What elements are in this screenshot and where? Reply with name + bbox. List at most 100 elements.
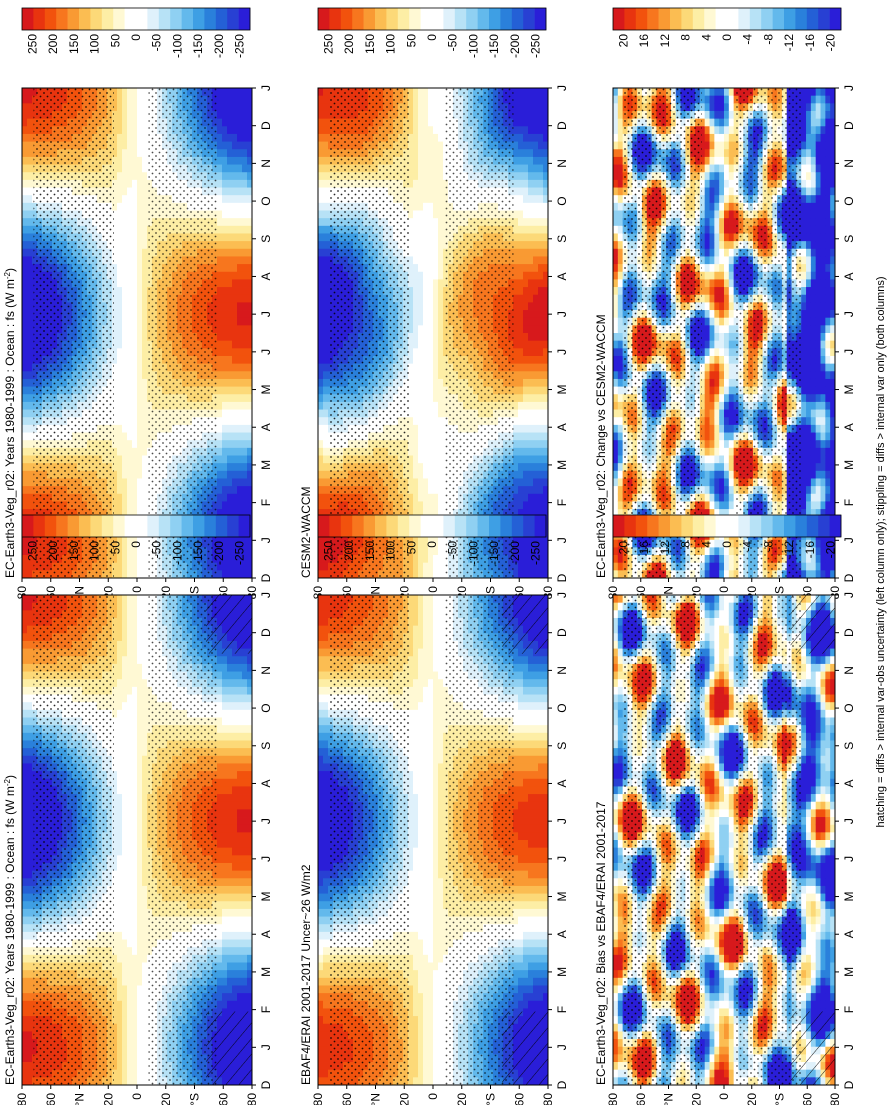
heatmap-cell	[247, 355, 253, 365]
heatmap-cell	[242, 95, 248, 104]
heatmap-cell	[323, 195, 329, 204]
colorbar-label: 150	[67, 34, 81, 54]
heatmap-cell	[418, 562, 424, 571]
heatmap-cell	[232, 455, 238, 464]
heatmap-cell	[418, 409, 424, 418]
heatmap-cell	[438, 264, 444, 273]
heatmap-cell	[132, 355, 138, 365]
heatmap-cell	[323, 233, 329, 242]
heatmap-cell	[127, 386, 133, 395]
heatmap-cell	[122, 202, 128, 211]
heatmap-cell	[423, 424, 429, 433]
heatmap-cell	[433, 103, 439, 112]
heatmap-cell	[237, 570, 243, 579]
heatmap-cell	[247, 432, 253, 441]
heatmap-cell	[433, 241, 439, 250]
heatmap-cell	[217, 179, 223, 188]
heatmap-cell	[318, 547, 324, 556]
heatmap-cell	[232, 486, 238, 495]
heatmap-cell	[22, 371, 28, 380]
heatmap-cell	[242, 493, 248, 502]
month-tick-label: J	[259, 311, 273, 317]
heatmap-cell	[247, 195, 253, 204]
heatmap-cell	[242, 126, 248, 135]
heatmap-cell	[433, 386, 439, 395]
heatmap-cell	[438, 440, 444, 449]
heatmap-cell	[323, 333, 329, 342]
heatmap-cell	[112, 417, 118, 426]
heatmap-cell	[323, 149, 329, 158]
heatmap-cell	[227, 279, 233, 288]
heatmap-cell	[217, 271, 223, 280]
heatmap-cell	[428, 570, 434, 579]
heatmap-cell	[423, 325, 429, 334]
heatmap-cell	[237, 447, 243, 456]
heatmap-cell	[413, 118, 419, 127]
heatmap-cell	[232, 187, 238, 196]
heatmap-cell	[142, 179, 148, 188]
heatmap-cell	[112, 156, 118, 165]
heatmap-cell	[142, 195, 148, 204]
heatmap-cell	[132, 149, 138, 158]
heatmap-cell	[122, 547, 128, 556]
heatmap-cell	[142, 302, 148, 311]
heatmap-cell	[418, 424, 424, 433]
heatmap-cell	[323, 424, 329, 433]
heatmap-cell	[237, 225, 243, 234]
heatmap-cell	[112, 570, 118, 579]
heatmap-cell	[423, 555, 429, 564]
heatmap-cell	[318, 478, 324, 487]
heatmap-cell	[438, 156, 444, 165]
heatmap-cell	[132, 386, 138, 395]
heatmap-cell	[227, 378, 233, 387]
heatmap-cell	[242, 440, 248, 449]
heatmap-cell	[423, 294, 429, 303]
heatmap-cell	[418, 294, 424, 303]
heatmap-cell	[318, 509, 324, 518]
heatmap-cell	[217, 172, 223, 181]
heatmap-cell	[227, 562, 233, 571]
heatmap-cell	[117, 233, 123, 242]
heatmap-cell	[112, 218, 118, 227]
heatmap-cell	[127, 355, 133, 365]
heatmap-cell	[318, 386, 324, 395]
heatmap-cell	[137, 271, 143, 280]
heatmap-cell	[127, 394, 133, 403]
heatmap-cell	[127, 417, 133, 426]
heatmap-cell	[323, 179, 329, 188]
heatmap-cell	[122, 463, 128, 472]
heatmap-cell	[112, 172, 118, 181]
heatmap-cell	[413, 141, 419, 150]
heatmap-cell	[423, 401, 429, 410]
heatmap-cell	[117, 470, 123, 479]
heatmap-cell	[217, 486, 223, 495]
heatmap-cell	[22, 241, 28, 250]
heatmap-cell	[423, 355, 429, 365]
heatmap-cell	[438, 172, 444, 181]
heatmap-cell	[222, 378, 228, 387]
heatmap-cell	[122, 164, 128, 173]
heatmap-cell	[137, 156, 143, 165]
heatmap-cell	[323, 371, 329, 380]
heatmap-cell	[428, 164, 434, 173]
heatmap-cell	[222, 156, 228, 165]
heatmap-cell	[117, 256, 123, 265]
heatmap-cell	[242, 225, 248, 234]
heatmap-cell	[227, 202, 233, 211]
heatmap-cell	[318, 401, 324, 410]
heatmap-cell	[247, 187, 253, 196]
heatmap-cell	[222, 210, 228, 219]
heatmap-cell	[127, 287, 133, 296]
heatmap-cell	[142, 110, 148, 120]
heatmap-cell	[22, 195, 28, 204]
heatmap-cell	[222, 172, 228, 181]
heatmap-cell	[112, 401, 118, 410]
heatmap-cell	[237, 187, 243, 196]
heatmap-cell	[127, 401, 133, 410]
heatmap-cell	[132, 195, 138, 204]
heatmap-cell	[227, 187, 233, 196]
heatmap-cell	[222, 248, 228, 257]
heatmap-cell	[222, 371, 228, 380]
heatmap-cell	[237, 310, 243, 319]
heatmap-cell	[217, 333, 223, 342]
